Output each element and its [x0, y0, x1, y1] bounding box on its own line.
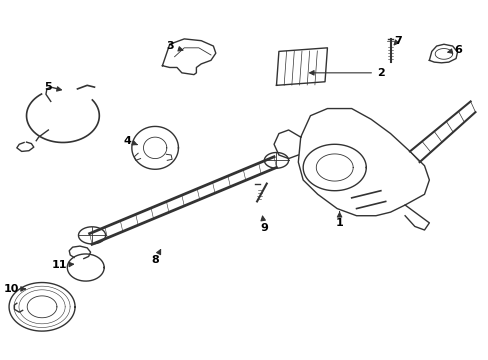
Text: 3: 3 [165, 41, 183, 51]
Text: 7: 7 [393, 36, 401, 46]
Text: 5: 5 [44, 82, 61, 92]
Text: 11: 11 [52, 260, 73, 270]
Text: 4: 4 [123, 136, 137, 146]
Text: 8: 8 [151, 249, 161, 265]
Text: 9: 9 [260, 216, 268, 233]
Text: 6: 6 [447, 45, 462, 55]
Text: 2: 2 [309, 68, 384, 78]
Text: 10: 10 [3, 284, 25, 294]
Text: 1: 1 [335, 212, 343, 228]
